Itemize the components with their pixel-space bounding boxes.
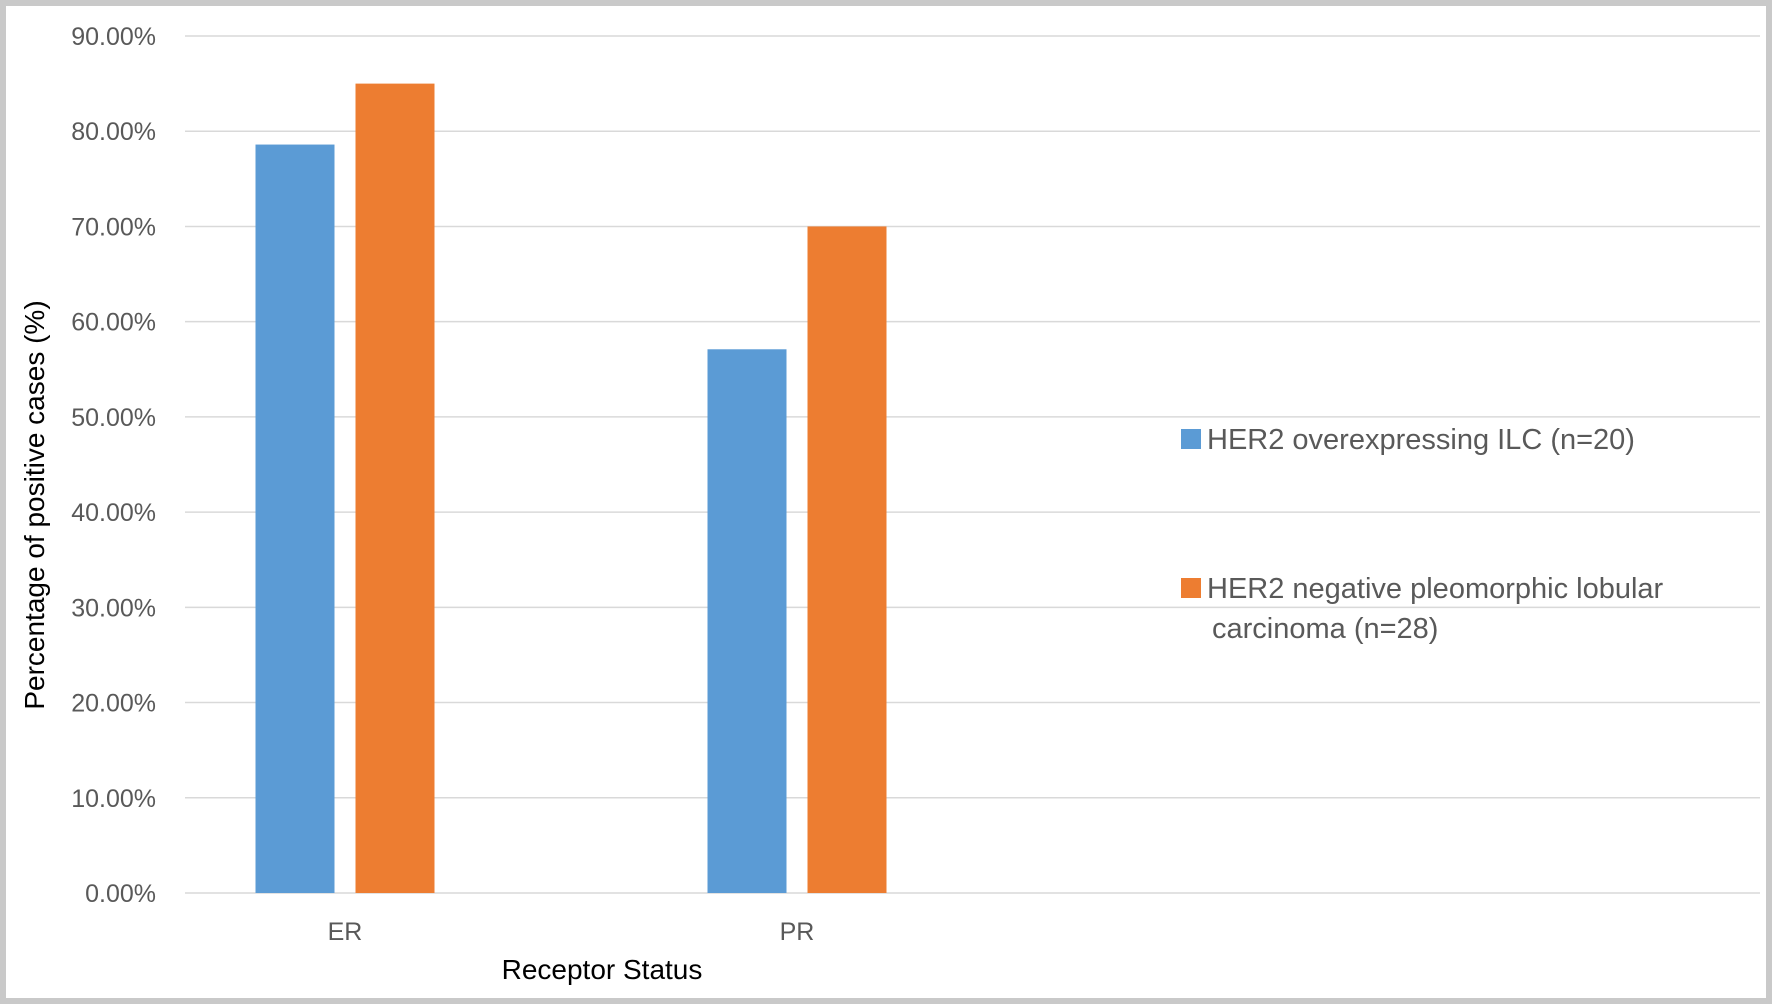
x-axis-title: Receptor Status [502, 954, 703, 985]
y-tick-labels: 0.00% 10.00% 20.00% 30.00% 40.00% 50.00% 60.00… [71, 23, 156, 908]
legend-label: HER2 negative pleomorphic lobular [1207, 573, 1664, 605]
y-tick-label: 20.00% [71, 690, 156, 718]
bar-er-series-2 [355, 83, 435, 894]
bars [255, 83, 887, 894]
y-tick-label: 30.00% [71, 594, 156, 622]
y-tick-label: 10.00% [71, 785, 156, 813]
y-tick-label: 0.00% [85, 880, 156, 908]
legend-swatch [1181, 578, 1201, 598]
y-axis-title: Percentage of positive cases (%) [19, 300, 50, 709]
legend: HER2 overexpressing ILC (n=20) HER2 negat… [1181, 424, 1664, 645]
bar-pr-series-1 [707, 349, 787, 893]
bar-er-series-1 [255, 144, 335, 893]
gridlines [185, 35, 1760, 894]
y-tick-label: 40.00% [71, 499, 156, 527]
bar-pr-series-2 [807, 226, 887, 893]
y-tick-label: 70.00% [71, 213, 156, 241]
x-tick-labels: ER PR [328, 918, 815, 946]
y-tick-label: 50.00% [71, 404, 156, 432]
x-tick-label: PR [780, 918, 815, 946]
x-tick-label: ER [328, 918, 363, 946]
legend-label: carcinoma (n=28) [1212, 613, 1438, 645]
y-tick-label: 60.00% [71, 309, 156, 337]
y-tick-label: 90.00% [71, 23, 156, 51]
y-tick-label: 80.00% [71, 118, 156, 146]
legend-label: HER2 overexpressing ILC (n=20) [1207, 424, 1635, 456]
legend-swatch [1181, 429, 1201, 449]
